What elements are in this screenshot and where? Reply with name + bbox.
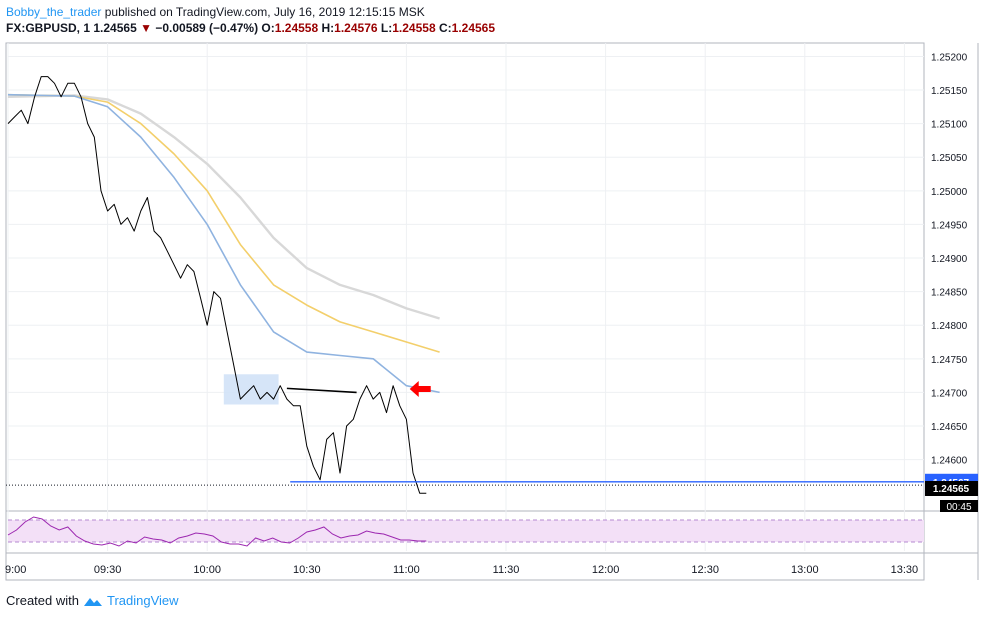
y-tick-label: 1.25000 bbox=[931, 187, 968, 198]
oscillator-band bbox=[8, 520, 924, 542]
open-value: 1.24558 bbox=[274, 21, 319, 35]
high-value: 1.24576 bbox=[334, 21, 378, 35]
chart-header: Bobby_the_trader published on TradingVie… bbox=[6, 4, 495, 36]
countdown-label: 00:45 bbox=[946, 502, 971, 513]
last-price-label: 1.24565 bbox=[933, 484, 970, 495]
x-tick-label: 13:00 bbox=[791, 564, 819, 576]
y-tick-label: 1.24650 bbox=[931, 422, 968, 433]
y-tick-label: 1.24900 bbox=[931, 254, 968, 265]
red-arrow-icon bbox=[409, 381, 431, 398]
x-tick-label: 12:30 bbox=[691, 564, 719, 576]
close-label: C: bbox=[438, 21, 452, 35]
open-label: O: bbox=[261, 21, 275, 35]
price-line bbox=[7, 76, 427, 494]
low-label: L: bbox=[380, 21, 393, 35]
low-value: 1.24558 bbox=[392, 21, 436, 35]
x-tick-label: 10:30 bbox=[293, 564, 321, 576]
author-link[interactable]: Bobby_the_trader bbox=[6, 5, 102, 19]
ma-mid-line bbox=[7, 93, 440, 353]
y-tick-label: 1.24750 bbox=[931, 355, 968, 366]
high-label: H: bbox=[321, 21, 335, 35]
x-tick-label: 13:30 bbox=[891, 564, 919, 576]
consolidation-box bbox=[223, 374, 279, 405]
y-tick-label: 1.25150 bbox=[931, 86, 968, 97]
oscillator-line bbox=[7, 516, 427, 547]
publish-line: Bobby_the_trader published on TradingVie… bbox=[6, 4, 495, 20]
y-tick-label: 1.24700 bbox=[931, 388, 968, 399]
x-tick-label: 11:30 bbox=[493, 564, 520, 576]
x-tick-label: 11:00 bbox=[393, 564, 420, 576]
y-tick-label: 1.24600 bbox=[931, 456, 968, 467]
y-tick-label: 1.24800 bbox=[931, 321, 968, 332]
ma-fast-line bbox=[7, 93, 440, 394]
x-tick-label: 9:00 bbox=[5, 564, 26, 576]
close-value: 1.24565 bbox=[451, 21, 496, 35]
countdown-tag bbox=[940, 500, 978, 512]
y-tick-label: 1.25200 bbox=[931, 52, 968, 63]
last-price-tag bbox=[925, 481, 978, 496]
down-arrow-icon: ▼ bbox=[140, 21, 152, 35]
footer: Created with TradingView bbox=[6, 593, 179, 608]
change-value: −0.00589 (−0.47%) bbox=[155, 21, 259, 35]
y-tick-label: 1.25050 bbox=[931, 153, 968, 164]
x-tick-label: 12:00 bbox=[592, 564, 620, 576]
tradingview-brand-link[interactable]: TradingView bbox=[106, 593, 179, 608]
tradingview-logo-icon bbox=[83, 597, 102, 606]
drawn-horizontal-line bbox=[286, 387, 357, 394]
last-price: 1.24565 bbox=[93, 21, 137, 35]
y-tick-label: 1.24850 bbox=[931, 288, 968, 299]
publish-info: published on TradingView.com, July 16, 2… bbox=[101, 5, 425, 19]
created-with-label: Created with bbox=[6, 593, 79, 608]
symbol-label[interactable]: FX:GBPUSD, 1 bbox=[6, 21, 91, 35]
ohlc-line: FX:GBPUSD, 1 1.24565 ▼ −0.00589 (−0.47%)… bbox=[6, 20, 495, 36]
x-tick-label: 09:30 bbox=[94, 564, 122, 576]
y-tick-label: 1.24950 bbox=[931, 220, 968, 231]
x-tick-label: 10:00 bbox=[193, 564, 221, 576]
ma-slow-line bbox=[7, 94, 440, 320]
y-tick-label: 1.25100 bbox=[931, 120, 968, 131]
